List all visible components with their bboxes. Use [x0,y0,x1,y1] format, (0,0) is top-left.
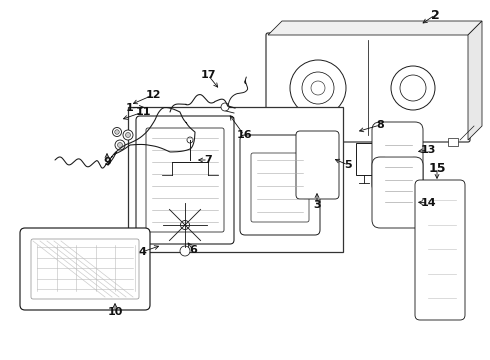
Text: 17: 17 [200,70,216,80]
FancyBboxPatch shape [20,228,150,310]
Text: 14: 14 [420,198,436,208]
Circle shape [221,103,229,111]
Circle shape [125,132,130,138]
Circle shape [180,220,190,230]
Circle shape [391,66,435,110]
Bar [356,143,380,175]
FancyBboxPatch shape [146,128,224,232]
Circle shape [180,246,190,256]
Circle shape [311,81,325,95]
Text: 15: 15 [428,162,446,175]
Text: 5: 5 [344,160,352,170]
Text: 3: 3 [313,200,321,210]
FancyBboxPatch shape [240,135,320,235]
Circle shape [400,75,426,101]
Text: 16: 16 [236,130,252,140]
Circle shape [187,137,193,143]
Circle shape [118,143,122,148]
Circle shape [113,127,122,136]
Circle shape [115,140,125,150]
Text: 13: 13 [420,145,436,155]
Polygon shape [468,21,482,140]
FancyBboxPatch shape [251,153,309,222]
Text: 1: 1 [126,103,134,113]
Text: 6: 6 [189,245,197,255]
FancyBboxPatch shape [266,33,470,142]
Text: 9: 9 [103,157,111,167]
Circle shape [115,130,119,134]
Bar [448,138,458,146]
FancyBboxPatch shape [296,131,339,199]
Text: 11: 11 [135,107,151,117]
Text: 4: 4 [138,247,146,257]
Circle shape [123,130,133,140]
FancyBboxPatch shape [372,122,423,193]
Circle shape [290,60,346,116]
Polygon shape [268,21,482,35]
FancyBboxPatch shape [372,157,423,228]
FancyBboxPatch shape [31,239,139,299]
FancyBboxPatch shape [136,116,234,244]
FancyBboxPatch shape [415,180,465,320]
Circle shape [302,72,334,104]
Text: 7: 7 [204,155,212,165]
Bar [278,138,288,146]
Text: 2: 2 [431,9,440,22]
Text: 10: 10 [107,307,122,317]
Bar [128,107,343,252]
Text: 8: 8 [376,120,384,130]
Text: 12: 12 [145,90,161,100]
